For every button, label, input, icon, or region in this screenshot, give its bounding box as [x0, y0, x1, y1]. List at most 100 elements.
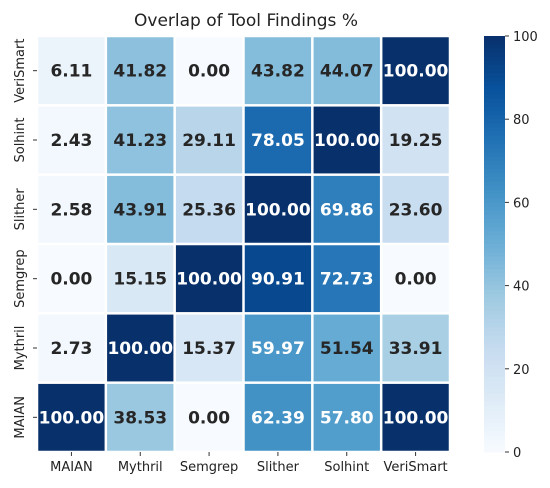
- colorbar-segment: [484, 135, 505, 141]
- colorbar-segment: [484, 123, 505, 129]
- heatmap-cell: [175, 106, 243, 174]
- colorbar-segment: [484, 264, 505, 270]
- colorbar-segment: [484, 177, 505, 183]
- heatmap-cell: [244, 245, 312, 313]
- cell-value-label: 43.82: [251, 62, 305, 82]
- colorbar-segment: [484, 393, 505, 399]
- cell-value-label: 41.23: [113, 131, 167, 151]
- cell-value-label: 100.00: [383, 408, 449, 428]
- cell-value-label: 23.60: [389, 200, 443, 220]
- colorbar-segment: [484, 360, 505, 366]
- colorbar-segment: [484, 60, 505, 66]
- heatmap-cell: [382, 383, 449, 451]
- cell-value-label: 38.53: [113, 408, 167, 428]
- colorbar-segment: [484, 152, 505, 158]
- x-tick-label: Semgrep: [180, 460, 238, 475]
- colorbar-segment: [484, 144, 505, 149]
- colorbar-segment: [484, 227, 505, 233]
- colorbar-segment: [484, 356, 505, 362]
- heatmap-cell: [313, 106, 380, 174]
- cell-value-label: 100.00: [176, 270, 242, 290]
- y-tick-label: Slither: [13, 188, 28, 231]
- colorbar-segment: [484, 310, 505, 316]
- colorbar-segment: [484, 223, 505, 228]
- colorbar-segment: [484, 73, 505, 79]
- colorbar-segment: [484, 314, 505, 320]
- colorbar-segment: [484, 102, 505, 108]
- y-axis: VeriSmart Solhint Slither Semgrep Mythril MAI…: [13, 39, 37, 439]
- x-axis: MAIAN Mythril Semgrep Slither Solhint VeriSma…: [50, 452, 448, 475]
- cell-value-label: 0.00: [395, 270, 437, 290]
- colorbar-segment: [484, 302, 505, 307]
- colorbar-segment: [484, 210, 505, 216]
- colorbar-segment: [484, 447, 505, 453]
- colorbar-tick-label: 0: [513, 446, 521, 461]
- colorbar-segment: [484, 115, 505, 120]
- colorbar-segment: [484, 402, 505, 407]
- cell-value-label: 33.91: [389, 339, 443, 359]
- colorbar-segment: [484, 397, 505, 403]
- x-tick-label: Slither: [257, 460, 300, 475]
- x-tick-label: Mythril: [118, 460, 163, 475]
- colorbar-segment: [484, 414, 505, 420]
- colorbar-segment: [484, 214, 505, 220]
- colorbar-segment: [484, 335, 505, 341]
- colorbar-segment: [484, 439, 505, 445]
- colorbar-segment: [484, 56, 505, 62]
- colorbar-segment: [484, 156, 505, 162]
- colorbar-segment: [484, 289, 505, 295]
- colorbar-segment: [484, 277, 505, 283]
- colorbar-tick-label: 40: [513, 280, 530, 295]
- colorbar-segment: [484, 422, 505, 428]
- x-tick-label: Solhint: [324, 460, 369, 475]
- colorbar-segment: [484, 443, 505, 449]
- cell-value-label: 29.11: [182, 131, 236, 151]
- colorbar-segment: [484, 331, 505, 337]
- colorbar-segment: [484, 131, 505, 137]
- cell-value-label: 100.00: [39, 408, 105, 428]
- heatmap-cell: [244, 383, 312, 451]
- heatmap-cell: [38, 314, 105, 382]
- colorbar-segment: [484, 189, 505, 195]
- heatmap-cell: [313, 37, 380, 105]
- heatmap-cell: [313, 175, 380, 243]
- cell-value-label: 100.00: [245, 200, 311, 220]
- colorbar-segment: [484, 318, 505, 324]
- colorbar-segment: [484, 410, 505, 416]
- colorbar-segment: [484, 381, 505, 387]
- heatmap-cell: [313, 383, 380, 451]
- colorbar-segment: [484, 352, 505, 357]
- heatmap-cell: [175, 245, 243, 313]
- colorbar-segment: [484, 181, 505, 187]
- colorbar-segment: [484, 252, 505, 258]
- heatmap-cell: [175, 37, 243, 105]
- colorbar-segment: [484, 65, 505, 70]
- colorbar-segment: [484, 90, 505, 95]
- colorbar-segment: [484, 44, 505, 50]
- y-tick-label: Solhint: [13, 117, 28, 162]
- heatmap-cell: [313, 314, 380, 382]
- colorbar-segment: [484, 239, 505, 245]
- heatmap-cells: [38, 37, 449, 451]
- colorbar-segment: [484, 298, 505, 303]
- colorbar-segment: [484, 194, 505, 199]
- colorbar-segment: [484, 94, 505, 99]
- cell-value-label: 0.00: [50, 270, 92, 290]
- colorbar-segment: [484, 260, 505, 266]
- colorbar-segment: [484, 435, 505, 441]
- heatmap-cell: [313, 245, 380, 313]
- colorbar-segment: [484, 169, 505, 174]
- heatmap-cell: [382, 314, 449, 382]
- colorbar-segment: [484, 81, 505, 87]
- heatmap-cell: [175, 175, 243, 243]
- colorbar-tick-label: 80: [513, 113, 530, 128]
- cell-value-label: 100.00: [383, 62, 449, 82]
- colorbar-segment: [484, 372, 505, 378]
- cell-value-label: 2.58: [50, 200, 92, 220]
- colorbar-segment: [484, 343, 505, 349]
- colorbar-segment: [484, 173, 505, 179]
- cell-value-label: 100.00: [107, 339, 173, 359]
- colorbar-segment: [484, 106, 505, 112]
